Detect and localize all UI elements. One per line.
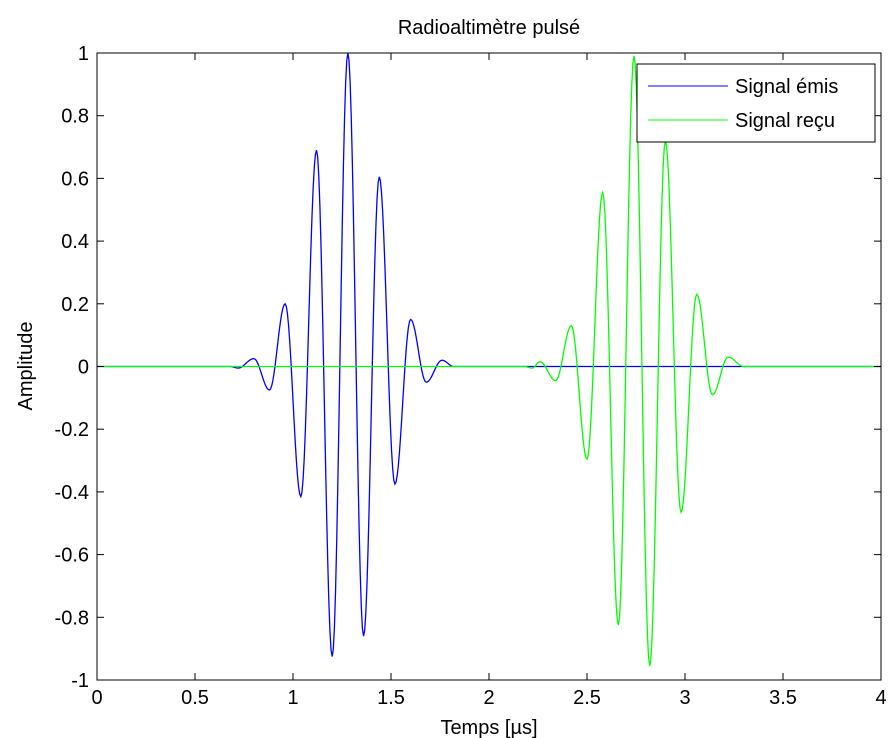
y-tick-label: 0.8: [61, 106, 89, 128]
series-line-signal-emis: [97, 52, 881, 657]
y-tick-label: 0.4: [61, 231, 89, 253]
y-tick-label: 0.2: [61, 294, 89, 316]
axes-box: [96, 52, 882, 681]
y-tick-label: -0.2: [55, 419, 89, 441]
y-tick-label: -0.8: [55, 607, 89, 629]
y-tick-label: -1: [71, 670, 89, 692]
chart-title: Radioaltimètre pulsé: [398, 17, 580, 39]
x-axis-label: Temps [µs]: [440, 717, 537, 738]
series-line-signal-recu: [97, 56, 881, 666]
x-tick-label: 3.5: [769, 687, 797, 709]
y-tick-label: 1: [78, 43, 89, 65]
x-tick-label: 0.5: [181, 687, 209, 709]
x-tick-label: 1: [287, 687, 298, 709]
legend-label-emis: Signal émis: [735, 76, 838, 98]
x-tick-label: 0: [91, 687, 102, 709]
y-tick-label: -0.4: [55, 482, 89, 504]
x-tick-label: 1.5: [377, 687, 405, 709]
x-tick-label: 2.5: [573, 687, 601, 709]
y-tick-label: 0: [78, 357, 89, 379]
x-tick-label: 4: [875, 687, 886, 709]
legend-label-recu: Signal reçu: [735, 110, 835, 132]
y-tick-label: 0.6: [61, 168, 89, 190]
legend: Signal émis Signal reçu: [636, 63, 876, 143]
x-tick-label: 2: [483, 687, 494, 709]
x-tick-label: 3: [679, 687, 690, 709]
y-axis-label: Amplitude: [15, 322, 37, 411]
y-tick-label: -0.6: [55, 545, 89, 567]
legend-box: [636, 63, 876, 143]
